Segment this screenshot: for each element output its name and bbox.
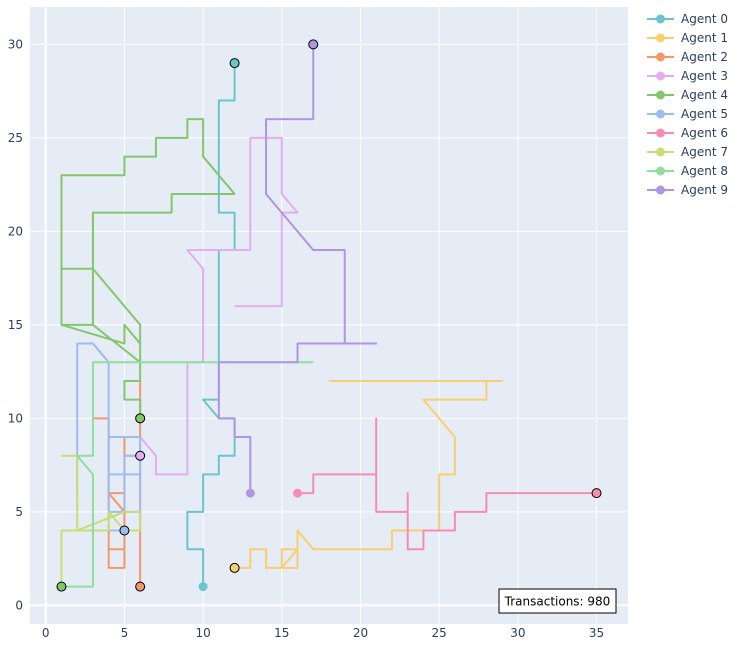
y-tick-label: 20 [8,224,23,238]
legend-label: Agent 4 [681,88,728,102]
y-tick-label: 25 [8,131,23,145]
legend-item-agent-9[interactable]: Agent 9 [647,183,728,197]
legend-label: Agent 9 [681,183,728,197]
end-marker-agent-5 [119,525,130,536]
x-tick-label: 5 [121,626,129,640]
start-marker-agent-0 [198,582,208,592]
y-axis-ticks: 0 5 10 15 20 25 30 [8,37,23,612]
x-tick-label: 0 [42,626,50,640]
marker-layer [56,39,602,592]
legend-swatch-marker [656,128,665,138]
legend-swatch-marker [656,147,665,157]
legend: Agent 0 Agent 1 Agent 2 Agent 3 Agent 4 Agent… [647,12,728,197]
start-marker-agent-6 [293,488,303,498]
end-marker-agent-1 [229,562,240,573]
transactions-annotation: Transactions: 980 [498,588,617,614]
legend-swatch-marker [656,71,665,81]
end-marker-agent-2 [135,581,146,592]
x-tick-label: 20 [353,626,368,640]
legend-label: Agent 1 [681,31,728,45]
legend-swatch-marker [656,185,665,195]
legend-item-agent-0[interactable]: Agent 0 [647,12,728,26]
x-tick-label: 10 [195,626,210,640]
series-line-agent-9 [217,44,378,494]
transactions-label: Transactions: 980 [504,595,611,609]
y-tick-label: 0 [15,598,23,612]
legend-swatch-marker [656,90,665,100]
legend-item-agent-6[interactable]: Agent 6 [647,126,728,140]
end-marker-agent-6 [591,488,602,499]
x-axis-ticks: 0 5 10 15 20 25 30 35 [42,626,604,640]
legend-swatch-marker [656,14,665,24]
legend-item-agent-8[interactable]: Agent 8 [647,164,728,178]
legend-swatch-marker [656,166,665,176]
start-marker-agent-9 [245,488,255,498]
legend-swatch-marker [656,109,665,119]
legend-item-agent-1[interactable]: Agent 1 [647,31,728,45]
x-tick-label: 25 [432,626,447,640]
legend-label: Agent 3 [681,69,728,83]
legend-label: Agent 8 [681,164,728,178]
legend-label: Agent 7 [681,145,728,159]
legend-label: Agent 6 [681,126,728,140]
grid [30,7,628,624]
plot-background [30,7,628,624]
legend-label: Agent 2 [681,50,728,64]
end-marker-agent-0 [229,58,240,69]
x-tick-label: 30 [510,626,525,640]
x-tick-label: 35 [589,626,604,640]
x-tick-label: 15 [274,626,289,640]
legend-item-agent-4[interactable]: Agent 4 [647,88,728,102]
y-tick-label: 10 [8,411,23,425]
end-marker-agent-4 [56,581,67,592]
end-marker-agent-3 [135,450,146,461]
series-line-agent-8 [61,361,314,588]
legend-item-agent-7[interactable]: Agent 7 [647,145,728,159]
end-marker-agent-9 [308,39,319,50]
legend-item-agent-2[interactable]: Agent 2 [647,50,728,64]
series-line-agent-1 [234,379,504,569]
legend-label: Agent 0 [681,12,728,26]
y-tick-label: 15 [8,318,23,332]
series-line-agent-6 [297,417,597,551]
legend-swatch-marker [656,33,665,43]
y-tick-label: 30 [8,37,23,51]
legend-swatch-marker [656,52,665,62]
legend-label: Agent 5 [681,107,728,121]
series-line-agent-3 [139,136,299,476]
legend-item-agent-5[interactable]: Agent 5 [647,107,728,121]
y-tick-label: 5 [15,505,23,519]
series-line-agent-4 [60,118,236,419]
legend-item-agent-3[interactable]: Agent 3 [647,69,728,83]
end-marker-agent-4 [135,413,146,424]
